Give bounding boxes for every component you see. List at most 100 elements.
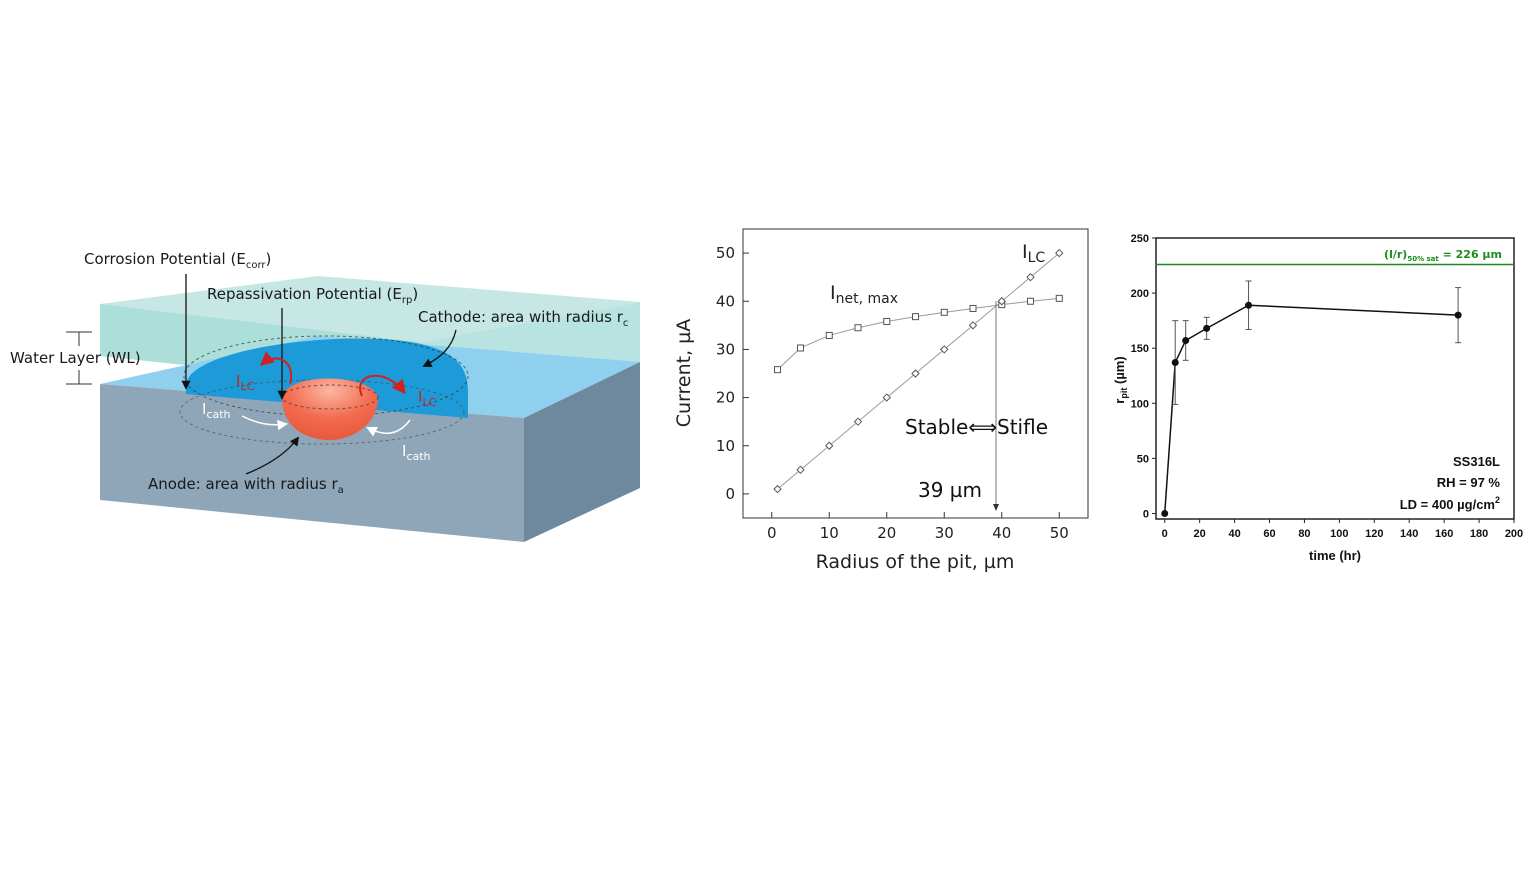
chart2-x-tick-label: 20 (877, 524, 896, 542)
chart3-y-label: rpit (µm) (1112, 356, 1129, 403)
chart3-x-tick-label: 160 (1435, 528, 1453, 540)
reference-line-label: (l/r)50% sat = 226 µm (1384, 248, 1502, 263)
chart2-x-tick-label: 50 (1050, 524, 1069, 542)
pit-radius-vs-time-chart: 0 50 100 150 200 250 0 20 40 60 80 100 120 140 160 180… (1112, 233, 1523, 563)
chart2-y-tick-label: 0 (725, 485, 735, 503)
anode-label: Anode: area with radius ra (148, 475, 344, 496)
chart2-point-square (854, 324, 862, 332)
i-cath-label-left: Icath (202, 400, 231, 421)
chart2-point-diamond (1055, 248, 1064, 258)
chart2-y-tick-label: 20 (716, 389, 735, 407)
chart3-frame (1155, 237, 1515, 520)
anode-pointer-arrow (245, 436, 300, 475)
chart2-point-square (1027, 297, 1034, 305)
chart3-x-tick-label: 20 (1194, 528, 1206, 540)
legend-material: SS316L (1453, 454, 1500, 469)
chart2-x-ticks: 0 10 20 30 40 50 (767, 512, 1069, 542)
chart2-point-diamond (853, 417, 863, 426)
chart2-y-label: Current, µA (673, 319, 695, 428)
crossover-arrowhead (993, 504, 999, 511)
chart3-x-label: time (hr) (1309, 548, 1361, 563)
chart2-series-line (777, 252, 1060, 490)
chart3-y-tick-label: 200 (1131, 288, 1149, 300)
i-lc-label-right: ILC (418, 388, 437, 409)
cathode-area (186, 338, 468, 418)
chart2-point-square (797, 344, 804, 352)
chart2-y-tick-label: 40 (716, 292, 735, 310)
chart2-point-diamond (968, 321, 978, 330)
legend-ld: LD = 400 µg/cm2 (1400, 495, 1500, 512)
series-label-i-lc: ILC (1022, 241, 1045, 266)
chart2-frame (742, 228, 1089, 519)
pit-corrosion-diagram: Corrosion Potential (Ecorr) Repassivatio… (10, 250, 640, 542)
water-layer-label: Water Layer (WL) (10, 349, 141, 367)
i-lc-label-left: ILC (236, 372, 255, 393)
chart2-point-diamond (940, 345, 949, 354)
chart2-y-tick-label: 50 (716, 244, 735, 262)
chart3-y-ticks: 0 50 100 150 200 250 (1131, 233, 1156, 520)
chart2-point-diamond (796, 465, 805, 475)
chart2-annotations (993, 301, 999, 511)
chart3-point (1203, 324, 1211, 332)
chart2-x-tick-label: 0 (767, 524, 777, 542)
chart2-point-diamond (882, 393, 891, 402)
cathode-label: Cathode: area with radius rc (418, 308, 628, 329)
chart2-series (773, 248, 1064, 494)
chart3-x-tick-label: 200 (1505, 528, 1523, 540)
stable-stifle-annotation: Stable⟺Stifle (905, 415, 1048, 439)
chart3-x-tick-label: 140 (1400, 528, 1418, 540)
chart3-y-tick-label: 250 (1131, 233, 1149, 245)
chart3-point (1161, 509, 1169, 517)
water-layer-top (100, 276, 640, 342)
chart3-point (1245, 301, 1253, 309)
chart3-y-tick-label: 0 (1143, 508, 1149, 520)
chart2-x-tick-label: 10 (820, 524, 839, 542)
i-cath-right-arrow (366, 419, 411, 437)
chart3-x-tick-label: 80 (1298, 528, 1310, 540)
chart2-y-ticks: 0 10 20 30 40 50 (716, 244, 749, 503)
chart3-x-tick-label: 0 (1162, 528, 1168, 540)
i-cath-left-arrow (241, 415, 289, 431)
chart3-x-tick-label: 120 (1365, 528, 1383, 540)
cathode-pointer-arrow (422, 329, 457, 367)
chart2-point-diamond (997, 297, 1006, 306)
chart2-point-square (969, 304, 977, 312)
chart2-point-square (940, 308, 948, 316)
chart3-point (1171, 359, 1179, 367)
chart3-x-ticks: 0 20 40 60 80 100 120 140 160 180 200 (1162, 519, 1523, 540)
chart3-series-line (1163, 304, 1459, 514)
chart2-point-square (912, 313, 919, 321)
corrosion-potential-label: Corrosion Potential (Ecorr) (84, 250, 271, 271)
chart2-x-tick-label: 40 (992, 524, 1011, 542)
chart3-y-tick-label: 50 (1137, 453, 1149, 465)
anode-pit (282, 378, 378, 440)
repassivation-potential-label: Repassivation Potential (Erp) (207, 285, 418, 306)
chart2-point-diamond (773, 484, 782, 494)
chart2-y-tick-label: 10 (716, 437, 735, 455)
i-lc-right-arrow (359, 374, 406, 397)
chart3-point (1454, 311, 1462, 319)
chart2-y-tick-label: 30 (716, 340, 735, 358)
crossover-annotation: 39 µm (918, 478, 982, 502)
chart3-x-tick-label: 180 (1470, 528, 1488, 540)
current-vs-radius-chart: 0 10 20 30 40 50 0 10 20 30 40 50 Radius of the pi… (673, 228, 1089, 573)
chart3-point (1182, 336, 1190, 344)
chart2-point-square (825, 331, 833, 339)
metal-front (100, 384, 524, 542)
metal-side (524, 362, 640, 542)
chart3-x-tick-label: 100 (1330, 528, 1348, 540)
chart3-x-tick-label: 60 (1263, 528, 1275, 540)
i-cath-label-right: Icath (402, 442, 431, 463)
chart2-x-tick-label: 30 (935, 524, 954, 542)
chart2-point-diamond (1026, 272, 1035, 282)
chart3-y-tick-label: 150 (1131, 343, 1149, 355)
chart2-point-square (774, 366, 781, 374)
chart2-series-line (777, 297, 1060, 371)
chart2-point-diamond (825, 441, 834, 450)
cathode-outline (183, 335, 469, 417)
chart2-x-label: Radius of the pit, µm (816, 551, 1015, 573)
chart2-point-diamond (911, 369, 920, 378)
chart2-point-square (883, 317, 891, 325)
chart3-y-tick-label: 100 (1131, 398, 1149, 410)
